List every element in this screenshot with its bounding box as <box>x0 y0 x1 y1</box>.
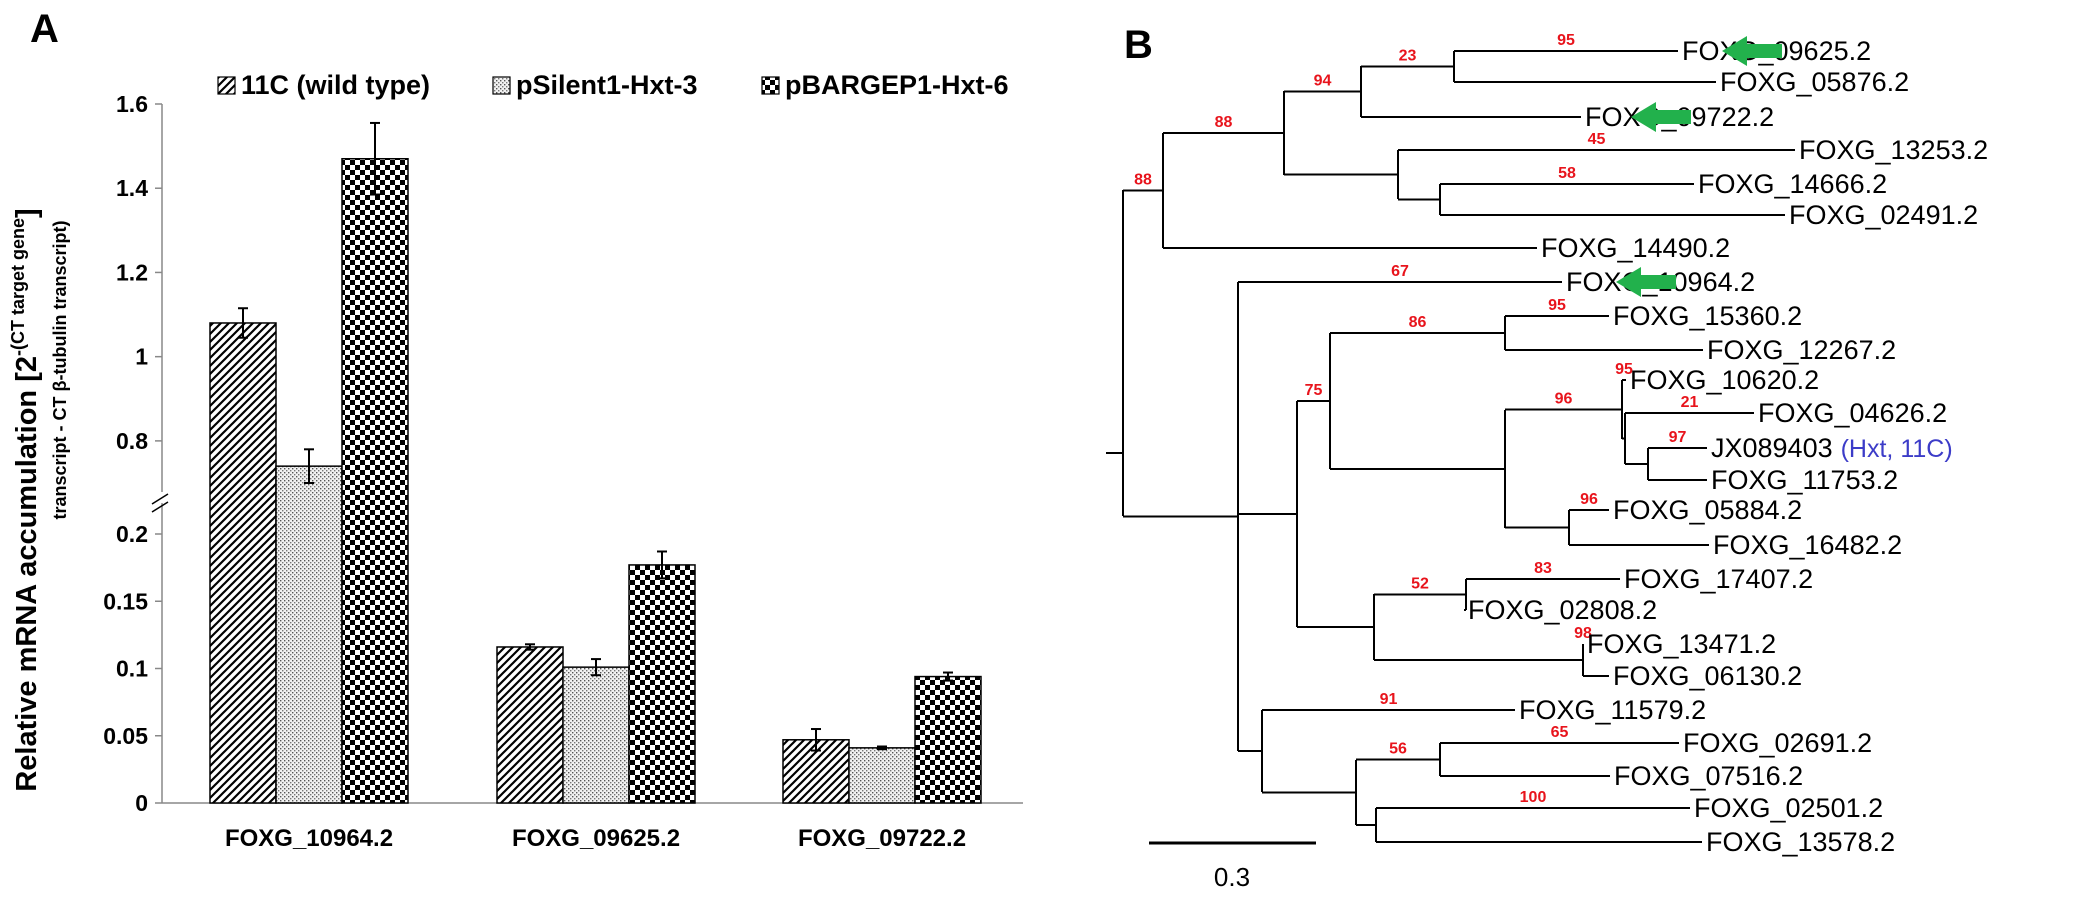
axis-break-mark <box>151 493 169 505</box>
y-axis-title-main: Relative mRNA accumulation [2 <box>11 356 43 792</box>
tree-tip-label: FOXG_11753.2 <box>1711 465 1898 495</box>
legend-entry: pSilent1-Hxt-3 <box>516 70 698 100</box>
y-tick-label: 1.4 <box>116 175 148 201</box>
legend-entry: pBARGEP1-Hxt-6 <box>785 70 1009 100</box>
bootstrap-value: 100 <box>1520 789 1547 806</box>
y-tick-label: 0.05 <box>103 723 148 749</box>
bootstrap-value: 98 <box>1574 625 1592 642</box>
y-axis-title-exponent: -(CT target gene <box>8 218 28 356</box>
bootstrap-value: 88 <box>1134 172 1152 189</box>
bootstrap-value: 91 <box>1380 691 1398 708</box>
y-axis-title-exponent-line2: transcript - CT β-tubulin transcript) <box>50 221 70 520</box>
bar <box>914 675 982 804</box>
bootstrap-value: 52 <box>1411 576 1429 593</box>
bootstrap-value: 58 <box>1558 165 1576 182</box>
bootstrap-value: 94 <box>1314 73 1332 90</box>
bootstrap-value: 83 <box>1534 560 1552 577</box>
y-axis-title: Relative mRNA accumulation [2-(CT target… <box>8 208 70 791</box>
phylogenetic-tree: 95 23 58 45 94 88 95 97 21 95 96 96 86 83 98 52 75 65 100 5… <box>1106 32 1988 892</box>
chart-legend: 11C (wild type) pSilent1-Hxt-3 pBARGEP1-Hx… <box>217 70 1009 100</box>
bootstrap-value: 45 <box>1588 131 1606 148</box>
y-tick-label: 1.6 <box>116 91 148 117</box>
tree-tip-label: FOXG_12267.2 <box>1707 335 1896 365</box>
tree-tip-label: FOXG_10620.2 <box>1630 365 1819 395</box>
bar <box>496 646 564 804</box>
tree-tip-label: FOXG_02808.2 <box>1468 595 1657 625</box>
bootstrap-value: 95 <box>1548 297 1566 314</box>
tree-tip-label: FOXG_15360.2 <box>1613 301 1802 331</box>
bootstrap-value: 21 <box>1681 394 1699 411</box>
tree-tip-label: FOXG_02501.2 <box>1694 793 1883 823</box>
arrow-left-icon <box>1616 267 1676 297</box>
x-tick-label: FOXG_10964.2 <box>225 825 393 852</box>
arrow-left-icon <box>1722 36 1782 66</box>
tree-tip-label: FOXG_02491.2 <box>1789 200 1978 230</box>
bootstrap-value: 97 <box>1669 429 1687 446</box>
bar <box>562 666 630 804</box>
x-tick-label: FOXG_09722.2 <box>798 825 966 852</box>
y-tick-label: 0 <box>135 790 148 816</box>
tree-tip-label: FOXG_14490.2 <box>1541 233 1730 263</box>
tree-tip-label: FOXG_13471.2 <box>1587 629 1776 659</box>
bootstrap-value: 96 <box>1580 491 1598 508</box>
tree-tip-label: JX089403 <box>1711 433 1833 463</box>
tree-tip-label: FOXG_11579.2 <box>1519 695 1706 725</box>
bootstrap-value: 88 <box>1215 114 1233 131</box>
tree-tip-label: FOXG_02691.2 <box>1683 728 1872 758</box>
bar <box>209 322 277 804</box>
panel-b-label: B <box>1124 23 1153 67</box>
x-tick-label: FOXG_09625.2 <box>512 825 680 852</box>
bootstrap-value: 67 <box>1391 263 1409 280</box>
bootstrap-value: 95 <box>1557 32 1575 49</box>
y-tick-label: 0.2 <box>116 521 148 547</box>
legend-entry: 11C (wild type) <box>241 70 430 100</box>
tree-tip-label: FOXG_04626.2 <box>1758 398 1947 428</box>
scale-bar-label: 0.3 <box>1214 862 1250 892</box>
svg-text:Relative mRNA accumulation [2-: Relative mRNA accumulation [2-(CT target… <box>8 208 43 791</box>
bar <box>341 157 409 804</box>
panel-a-label: A <box>30 7 59 51</box>
tree-tip-label: FOXG_13578.2 <box>1706 827 1895 857</box>
y-tick-label: 1 <box>135 344 148 370</box>
tree-tip-note: (Hxt, 11C) <box>1841 435 1953 463</box>
y-tick-label: 0.1 <box>116 656 148 682</box>
bootstrap-value: 75 <box>1305 382 1323 399</box>
bar <box>848 747 916 804</box>
tree-tip-label: FOXG_06130.2 <box>1613 661 1802 691</box>
bar-chart: 11C (wild type) pSilent1-Hxt-3 pBARGEP1-Hx… <box>8 70 1023 852</box>
y-axis-title-end: ] <box>11 208 43 218</box>
tree-tip-label: FOXG_05876.2 <box>1720 67 1909 97</box>
bar <box>628 564 696 804</box>
legend-swatch <box>761 76 780 95</box>
axis-break-mark <box>151 501 169 513</box>
bootstrap-value: 86 <box>1409 314 1427 331</box>
tree-tip-label: FOXG_13253.2 <box>1799 135 1988 165</box>
bootstrap-value: 56 <box>1389 741 1407 758</box>
bars <box>209 121 982 804</box>
arrow-left-icon <box>1631 102 1691 132</box>
y-tick-label: 0.15 <box>103 588 148 614</box>
tree-tip-label: FOXG_17407.2 <box>1624 564 1813 594</box>
tree-tip-label: FOXG_16482.2 <box>1713 530 1902 560</box>
tree-tip-label: FOXG_14666.2 <box>1698 169 1887 199</box>
bar <box>275 465 343 804</box>
bootstrap-value: 95 <box>1615 361 1633 378</box>
x-axis: FOXG_10964.2 FOXG_09625.2 FOXG_09722.2 <box>225 825 966 852</box>
y-tick-label: 0.8 <box>116 428 148 454</box>
bootstrap-value: 23 <box>1399 48 1417 65</box>
bootstrap-value: 65 <box>1551 724 1569 741</box>
tree-tip-label: FOXG_07516.2 <box>1614 761 1803 791</box>
bootstrap-value: 96 <box>1555 391 1573 408</box>
legend-swatch <box>217 76 236 95</box>
y-tick-label: 1.2 <box>116 259 148 285</box>
legend-swatch <box>492 76 511 95</box>
tree-tip-label: FOXG_05884.2 <box>1613 495 1802 525</box>
